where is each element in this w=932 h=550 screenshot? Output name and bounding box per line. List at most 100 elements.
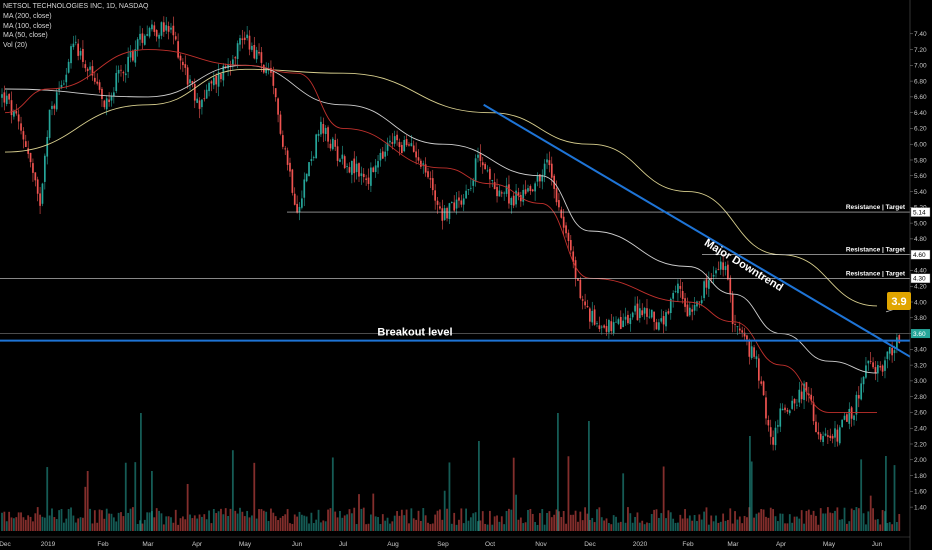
candle-body: [896, 337, 898, 350]
candle-body: [589, 308, 591, 322]
candle-body: [505, 185, 508, 194]
candle-body: [258, 51, 260, 54]
volume-bar: [612, 515, 615, 531]
candle-body: [41, 183, 44, 204]
volume-bar: [672, 518, 675, 531]
volume-bar: [27, 515, 30, 531]
volume-bar: [550, 517, 553, 531]
candle-body: [272, 71, 275, 86]
volume-bar: [239, 507, 241, 531]
volume-bar: [774, 516, 777, 531]
candle-body: [215, 75, 218, 85]
volume-bar: [377, 517, 379, 531]
time-tick-label: Feb: [97, 541, 109, 548]
ma-100-line: [4, 64, 878, 374]
volume-bar: [622, 473, 625, 531]
price-tick-label: 6.60: [914, 94, 927, 101]
time-tick-label: Apr: [192, 541, 203, 548]
volume-bar: [217, 511, 220, 531]
volume-bar: [546, 513, 548, 531]
volume-bar: [772, 509, 775, 531]
candle-body: [703, 281, 705, 299]
legend-ma50[interactable]: MA (50, close): [3, 32, 48, 40]
volume-bar: [286, 509, 289, 531]
legend-ma100[interactable]: MA (100, close): [3, 22, 52, 30]
volume-bar: [312, 523, 315, 531]
volume-bar: [384, 520, 387, 531]
candle-body: [251, 45, 253, 50]
volume-bar: [93, 510, 96, 531]
candle-body: [212, 77, 215, 86]
volume-bar: [89, 508, 91, 531]
candle-body: [539, 174, 541, 182]
candle-body: [101, 88, 103, 99]
candle-body: [827, 435, 829, 437]
volume-bar: [741, 523, 744, 531]
volume-bar: [560, 517, 563, 531]
candle-body: [450, 202, 453, 203]
candle-body: [615, 321, 617, 323]
volume-bar: [17, 512, 20, 531]
volume-bar: [769, 507, 772, 531]
volume-bar: [310, 512, 313, 531]
volume-bar: [408, 523, 410, 531]
candle-body: [822, 436, 824, 443]
candle-body: [627, 314, 629, 324]
volume-bar: [165, 516, 168, 531]
candle-body: [241, 38, 244, 40]
price-tick-label: 6.40: [914, 110, 927, 117]
candle-body: [182, 61, 184, 66]
volume-bar: [281, 515, 284, 531]
volume-bar: [691, 520, 694, 531]
volume-bar: [553, 514, 556, 531]
volume-bar: [124, 462, 127, 531]
volume-bar: [439, 509, 441, 531]
volume-bar: [155, 508, 158, 531]
candle-body: [20, 123, 22, 131]
candle-body: [472, 180, 475, 186]
volume-bar: [496, 515, 498, 531]
volume-bar: [886, 523, 889, 531]
candle-body: [429, 178, 432, 180]
candle-body: [834, 428, 836, 438]
candle-body: [36, 179, 39, 194]
volume-bar: [812, 510, 815, 531]
candle-body: [391, 142, 394, 144]
legend-vol[interactable]: Vol (20): [3, 42, 28, 50]
volume-bar: [431, 523, 434, 531]
candle-body: [686, 304, 689, 317]
volume-bar: [531, 513, 534, 531]
candle-body: [13, 110, 15, 117]
candle-body: [117, 69, 120, 74]
volume-bar: [41, 516, 44, 531]
candle-body: [129, 51, 132, 58]
volume-bar: [386, 517, 389, 531]
volume-bar: [862, 513, 865, 531]
volume-bar: [762, 509, 765, 531]
volume-bar: [215, 513, 218, 531]
price-tick-label: 2.60: [914, 410, 927, 417]
volume-bar: [634, 516, 636, 531]
price-tick-label: 2.00: [914, 457, 927, 464]
volume-spike: [151, 471, 153, 531]
candle-body: [731, 294, 734, 325]
candle-body: [203, 98, 206, 100]
target-callout-box: [887, 292, 911, 310]
candle-body: [110, 96, 113, 101]
candle-body: [53, 105, 56, 109]
candle-body: [669, 298, 672, 314]
candle-body: [436, 200, 439, 205]
volume-bar: [279, 517, 282, 531]
candle-body: [155, 30, 158, 37]
candle-body: [560, 209, 563, 218]
candle-body: [281, 135, 284, 147]
candle-body: [24, 141, 27, 147]
candle-body: [860, 383, 863, 400]
candle-body: [277, 98, 279, 115]
legend-ma200[interactable]: MA (200, close): [3, 12, 52, 20]
candle-body: [843, 415, 846, 420]
candle-body: [153, 25, 156, 32]
volume-bar: [669, 512, 672, 531]
candle-body: [541, 174, 544, 182]
